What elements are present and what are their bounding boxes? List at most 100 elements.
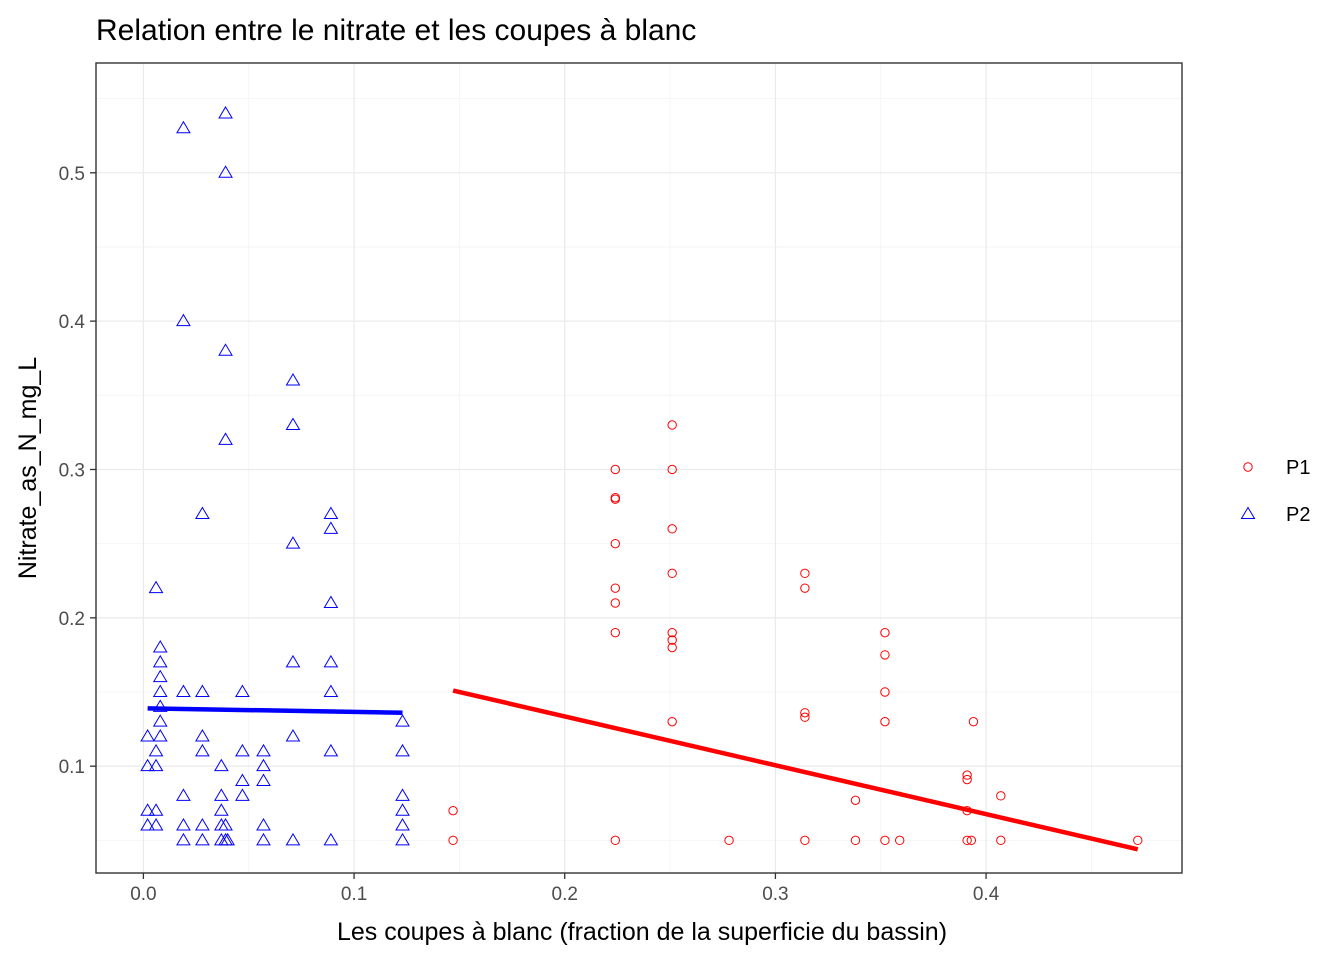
point-p2 — [323, 654, 339, 668]
point-p2 — [395, 832, 410, 846]
point-p1 — [880, 650, 890, 660]
point-p2 — [395, 714, 410, 727]
point-p1 — [880, 627, 890, 638]
point-p1 — [850, 835, 861, 846]
point-p1 — [448, 835, 458, 846]
y-tick-label: 0.1 — [59, 757, 85, 778]
point-p1 — [962, 835, 972, 846]
y-axis-title: Nitrate_as_N_mg_L — [14, 357, 42, 579]
point-p2 — [148, 803, 164, 816]
y-tick-label: 0.4 — [59, 312, 86, 333]
x-tick-label: 0.4 — [973, 884, 1000, 905]
point-p2 — [152, 729, 168, 742]
point-p2 — [285, 372, 301, 386]
point-p2 — [213, 788, 229, 801]
point-p2 — [140, 729, 155, 742]
point-p2 — [323, 506, 339, 519]
point-p2 — [323, 595, 339, 608]
point-p2 — [140, 803, 155, 816]
point-p1 — [1133, 835, 1143, 846]
point-p2 — [152, 684, 168, 698]
point-p2 — [256, 818, 271, 831]
point-p2 — [218, 432, 233, 445]
point-p1 — [610, 492, 620, 503]
x-tick-label: 0.3 — [762, 884, 788, 905]
point-p2 — [323, 743, 339, 757]
point-p1 — [610, 598, 620, 608]
point-p2 — [218, 818, 233, 831]
point-p2 — [213, 803, 229, 816]
data-points — [140, 105, 1143, 846]
x-axis: 0.0 0.1 0.2 0.3 0.4 — [130, 873, 1000, 905]
point-p2 — [152, 714, 168, 727]
legend-label-p2: P2 — [1286, 504, 1310, 526]
fit-line-p2 — [147, 706, 403, 716]
point-p1 — [667, 420, 677, 430]
point-p2 — [256, 773, 271, 787]
point-p1 — [966, 835, 977, 846]
y-tick-label: 0.5 — [59, 164, 85, 185]
point-p1 — [800, 708, 810, 718]
point-p2 — [148, 580, 164, 594]
x-axis-title: Les coupes à blanc (fraction de la super… — [337, 918, 947, 946]
point-p2 — [195, 684, 210, 698]
point-p1 — [850, 795, 861, 806]
point-p1 — [895, 835, 905, 846]
point-p2 — [218, 165, 233, 178]
point-p1 — [962, 770, 972, 780]
point-p1 — [610, 538, 620, 549]
point-p2 — [218, 105, 233, 119]
legend-key-p2 — [1240, 506, 1256, 519]
x-tick-label: 0.1 — [341, 884, 367, 905]
y-tick-label: 0.2 — [59, 609, 85, 630]
point-p1 — [880, 716, 890, 727]
point-p2 — [395, 743, 410, 757]
point-p1 — [667, 716, 677, 727]
chart-title: Relation entre le nitrate et les coupes … — [96, 14, 696, 47]
point-p2 — [285, 729, 301, 742]
point-p2 — [195, 818, 210, 831]
point-p1 — [667, 524, 677, 534]
grid — [96, 63, 1182, 873]
point-p2 — [323, 832, 339, 846]
point-p2 — [176, 120, 191, 134]
point-p2 — [195, 743, 210, 757]
point-p2 — [220, 832, 236, 846]
point-p2 — [195, 506, 210, 519]
point-p1 — [610, 835, 620, 846]
point-p2 — [218, 343, 233, 356]
point-p2 — [148, 758, 164, 772]
legend-label-p1: P1 — [1286, 457, 1310, 479]
point-p1 — [800, 712, 810, 722]
point-p2 — [213, 758, 229, 772]
point-p1 — [968, 716, 979, 727]
point-p1 — [448, 805, 458, 816]
point-p2 — [152, 669, 168, 683]
legend-key-p1 — [1243, 462, 1253, 472]
x-tick-label: 0.0 — [130, 884, 156, 905]
point-p2 — [195, 729, 210, 742]
point-p2 — [235, 743, 250, 757]
point-p1 — [962, 805, 972, 816]
point-p1 — [610, 464, 620, 475]
plot-panel-border — [95, 62, 1183, 874]
point-p1 — [667, 568, 677, 579]
point-p2 — [235, 788, 250, 801]
point-p2 — [235, 684, 250, 698]
point-p1 — [667, 635, 677, 645]
y-tick-label: 0.3 — [59, 460, 85, 481]
legend: P1 P2 — [1240, 457, 1310, 526]
point-p1 — [996, 835, 1006, 846]
point-p2 — [285, 654, 301, 668]
point-p2 — [176, 788, 191, 801]
point-p2 — [256, 743, 271, 757]
point-p2 — [152, 654, 168, 668]
point-p1 — [667, 464, 677, 475]
point-p1 — [610, 627, 620, 638]
point-p2 — [213, 818, 229, 831]
point-p2 — [140, 818, 155, 831]
point-p1 — [962, 774, 972, 785]
point-p2 — [285, 417, 301, 430]
point-p2 — [256, 832, 271, 846]
